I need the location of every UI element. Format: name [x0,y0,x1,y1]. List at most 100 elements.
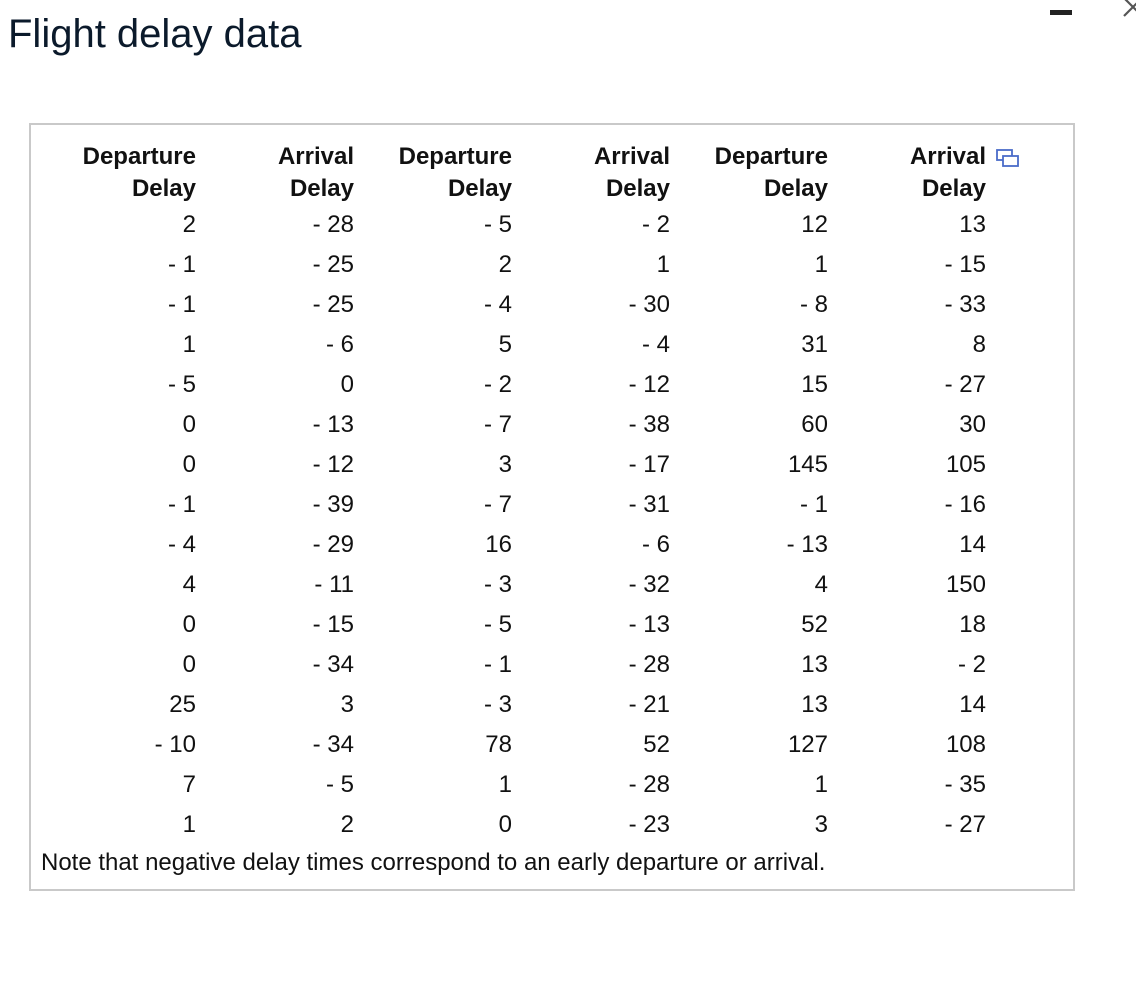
table-row: 0 - 34 - 1 - 28 13 - 2 [68,645,986,685]
table-cell: 108 [945,731,986,758]
table-cell: - 27 [944,371,986,398]
table-cell: 30 [959,411,986,438]
table-cell: - 29 [312,531,354,558]
table-cell: 127 [787,731,828,758]
table-cell: - 28 [628,651,670,678]
table-cell: - 32 [628,571,670,598]
table-cell: - 1 [167,251,196,278]
table-row: 25 3 - 3 - 21 13 14 [68,685,986,725]
table-cell: 145 [787,451,828,478]
table-cell: 1 [814,771,828,798]
table-cell: - 4 [167,531,196,558]
table-cell: 0 [498,811,512,838]
footnote: Note that negative delay times correspon… [41,849,826,876]
table-cell: - 1 [167,291,196,318]
table-cell: - 1 [799,491,828,518]
table-cell: 31 [801,331,828,358]
table-cell: 0 [340,371,354,398]
table-cell: 1 [498,771,512,798]
table-cell: 3 [498,451,512,478]
table-cell: 0 [182,451,196,478]
table-cell: - 15 [312,611,354,638]
table-cell: 0 [182,651,196,678]
table-cell: - 10 [154,731,196,758]
table-cell: - 13 [312,411,354,438]
table-cell: - 12 [312,451,354,478]
table-cell: 3 [340,691,354,718]
table-cell: - 5 [483,611,512,638]
table-cell: - 27 [944,811,986,838]
table-body: 2- 28- 5- 2 12 13- 1- 25 2 1 1- 15- 1- 25- 4-… [68,205,986,845]
column-header: Departure Delay [398,143,512,202]
table-cell: 2 [340,811,354,838]
table-row: - 1 - 25 2 1 1 - 15 [68,245,986,285]
table-row: 1 2 0 - 23 3 - 27 [68,805,986,845]
table-cell: 16 [485,531,512,558]
table-cell: - 7 [483,411,512,438]
table-cell: - 13 [786,531,828,558]
table-cell: - 3 [483,691,512,718]
table-row: 0 - 12 3 - 17 145 105 [68,445,986,485]
table-cell: - 31 [628,491,670,518]
table-cell: 1 [814,251,828,278]
table-row: 4 - 11 - 3 - 32 4 150 [68,565,986,605]
table-cell: - 2 [957,651,986,678]
table-cell: - 34 [312,651,354,678]
table-row: 7 - 5 1 - 28 1 - 35 [68,765,986,805]
table-cell: - 13 [628,611,670,638]
table-cell: 5 [498,331,512,358]
table-cell: 14 [959,531,986,558]
table-cell: 2 [182,211,196,238]
table-cell: - 28 [628,771,670,798]
table-cell: 1 [656,251,670,278]
table-cell: - 5 [483,211,512,238]
table-cell: - 8 [799,291,828,318]
table-cell: - 1 [167,491,196,518]
table-cell: - 16 [944,491,986,518]
table-cell: - 15 [944,251,986,278]
table-cell: - 11 [314,571,354,598]
table-cell: 4 [814,571,828,598]
table-cell: 2 [498,251,512,278]
minimize-button[interactable] [1050,6,1072,18]
table-cell: - 25 [312,291,354,318]
table-row: 0 - 15 - 5 - 13 52 18 [68,605,986,645]
data-panel: Departure Delay Arrival Delay Departure … [29,123,1075,891]
table-cell: 25 [169,691,196,718]
table-cell: - 4 [641,331,670,358]
table-cell: 13 [801,691,828,718]
table-cell: 52 [643,731,670,758]
table-cell: 1 [182,811,196,838]
table-row: 2 - 28 - 5 - 2 12 13 [68,205,986,245]
table-cell: 14 [959,691,986,718]
table-cell: - 3 [483,571,512,598]
table-row: - 1 - 25 - 4 - 30 - 8 - 33 [68,285,986,325]
table-cell: - 39 [312,491,354,518]
table-cell: - 4 [483,291,512,318]
table-cell: 0 [182,611,196,638]
table-cell: 52 [801,611,828,638]
table-row: - 1 - 39 - 7 - 31 - 1 - 16 [68,485,986,525]
copy-icon [996,149,1019,167]
table-cell: 15 [801,371,828,398]
table-cell: 150 [945,571,986,598]
table-cell: 78 [485,731,512,758]
column-header: Arrival Delay [593,143,670,202]
table-cell: - 17 [628,451,670,478]
window-controls [1046,0,1136,24]
copy-button[interactable] [995,147,1021,171]
column-header: Departure Delay [714,143,828,202]
column-header: Arrival Delay [277,143,354,202]
table-cell: - 2 [641,211,670,238]
table-header-row: Departure Delay Arrival Delay Departure … [68,141,986,205]
table-cell: - 6 [641,531,670,558]
table-cell: 18 [959,611,986,638]
close-button[interactable] [1096,0,1136,22]
table-cell: 60 [801,411,828,438]
table-row: 0 - 13 - 7 - 38 60 30 [68,405,986,445]
flight-delay-table: Departure Delay Arrival Delay Departure … [68,141,986,845]
table-cell: 1 [182,331,196,358]
table-cell: 12 [801,211,828,238]
table-cell: - 25 [312,251,354,278]
table-cell: - 28 [312,211,354,238]
